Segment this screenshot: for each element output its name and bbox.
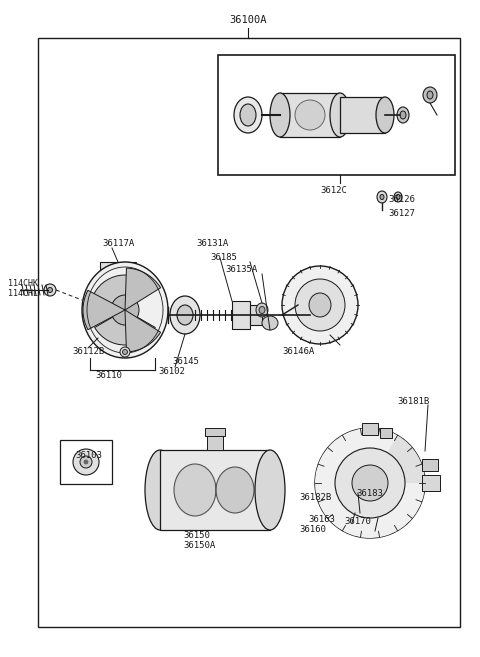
Bar xyxy=(60,440,112,484)
Ellipse shape xyxy=(234,97,262,133)
Ellipse shape xyxy=(377,191,387,203)
Wedge shape xyxy=(92,275,152,310)
Ellipse shape xyxy=(397,107,409,123)
Bar xyxy=(207,436,223,450)
Ellipse shape xyxy=(120,347,130,357)
Bar xyxy=(422,475,440,491)
Ellipse shape xyxy=(80,456,92,468)
Bar xyxy=(205,428,225,436)
Wedge shape xyxy=(83,290,125,330)
Ellipse shape xyxy=(295,279,345,331)
Text: 36102: 36102 xyxy=(158,367,185,376)
Ellipse shape xyxy=(400,111,406,119)
Ellipse shape xyxy=(256,303,268,317)
Ellipse shape xyxy=(427,91,433,99)
Ellipse shape xyxy=(216,467,254,513)
Bar xyxy=(232,301,250,329)
Text: 36117A: 36117A xyxy=(102,240,134,248)
Ellipse shape xyxy=(423,87,437,103)
Text: 36160: 36160 xyxy=(299,526,326,535)
Wedge shape xyxy=(370,436,425,483)
Bar xyxy=(340,97,385,133)
Text: 36185: 36185 xyxy=(210,252,237,261)
Ellipse shape xyxy=(270,93,290,137)
Wedge shape xyxy=(95,310,156,345)
Ellipse shape xyxy=(174,464,216,516)
Ellipse shape xyxy=(177,305,193,325)
Ellipse shape xyxy=(376,97,394,133)
Bar xyxy=(160,450,270,530)
Ellipse shape xyxy=(84,460,88,464)
Ellipse shape xyxy=(352,465,388,501)
Text: 36127: 36127 xyxy=(388,208,415,217)
Bar xyxy=(250,305,262,325)
Text: 36112B: 36112B xyxy=(72,348,104,357)
Ellipse shape xyxy=(122,350,128,355)
Ellipse shape xyxy=(115,271,121,277)
Bar xyxy=(280,93,340,137)
Text: 114CHK: 114CHK xyxy=(8,279,38,288)
Ellipse shape xyxy=(330,93,350,137)
Bar xyxy=(422,459,438,471)
Ellipse shape xyxy=(259,307,265,313)
Text: 36150A: 36150A xyxy=(183,541,215,551)
Bar xyxy=(362,423,378,435)
Text: 36131A: 36131A xyxy=(196,238,228,248)
Ellipse shape xyxy=(282,266,358,344)
Text: 36183: 36183 xyxy=(356,489,383,497)
Text: 36126: 36126 xyxy=(388,196,415,204)
Bar xyxy=(100,262,136,286)
Ellipse shape xyxy=(394,192,402,202)
Text: 36145: 36145 xyxy=(172,357,199,365)
Text: 36110: 36110 xyxy=(95,371,122,380)
Ellipse shape xyxy=(240,104,256,126)
Wedge shape xyxy=(125,268,161,310)
Bar xyxy=(218,55,455,175)
Ellipse shape xyxy=(315,428,425,538)
Ellipse shape xyxy=(44,284,56,296)
Text: 36170: 36170 xyxy=(344,518,371,526)
Ellipse shape xyxy=(111,267,125,281)
Ellipse shape xyxy=(295,100,325,130)
Text: 114CHL: 114CHL xyxy=(8,288,38,298)
Bar xyxy=(380,428,392,438)
Text: 36135A: 36135A xyxy=(225,265,257,275)
Text: 36150: 36150 xyxy=(183,532,210,541)
Ellipse shape xyxy=(82,262,168,358)
Text: 36100A: 36100A xyxy=(229,15,267,25)
Ellipse shape xyxy=(380,194,384,200)
Ellipse shape xyxy=(255,450,285,530)
Text: 36182B: 36182B xyxy=(299,493,331,503)
Ellipse shape xyxy=(335,448,405,518)
Wedge shape xyxy=(125,310,161,352)
Ellipse shape xyxy=(262,316,278,330)
Ellipse shape xyxy=(111,295,139,325)
Ellipse shape xyxy=(73,449,99,475)
Text: 36163: 36163 xyxy=(308,514,335,524)
Text: 36181B: 36181B xyxy=(397,397,429,405)
Wedge shape xyxy=(315,428,425,538)
Bar xyxy=(38,38,460,627)
Text: 3612C: 3612C xyxy=(320,186,347,195)
Ellipse shape xyxy=(48,288,52,292)
Ellipse shape xyxy=(145,450,175,530)
Text: 36103: 36103 xyxy=(75,451,102,461)
Ellipse shape xyxy=(170,296,200,334)
Text: 36146A: 36146A xyxy=(282,348,314,357)
Ellipse shape xyxy=(396,194,400,200)
Ellipse shape xyxy=(309,293,331,317)
